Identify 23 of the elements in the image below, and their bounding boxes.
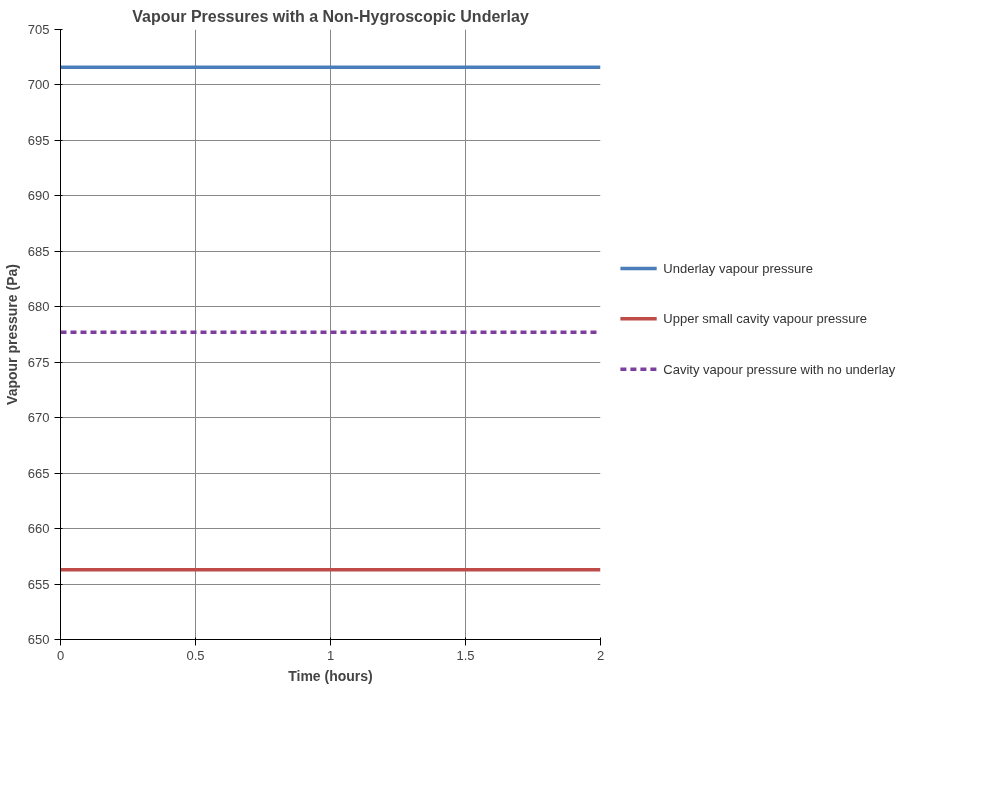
y-tick-label: 650 bbox=[27, 632, 50, 647]
legend-label: Underlay vapour pressure bbox=[663, 261, 813, 277]
legend-label: Upper small cavity vapour pressure bbox=[663, 311, 868, 327]
x-tick-label: 2 bbox=[596, 647, 605, 663]
y-tick-label: 690 bbox=[27, 188, 50, 204]
y-tick-label: 695 bbox=[27, 132, 50, 148]
y-tick-label: 680 bbox=[27, 299, 50, 315]
x-tick-label: 1 bbox=[326, 647, 335, 663]
y-tick-label: 670 bbox=[27, 410, 50, 426]
y-axis-title: Vapour pressure (Pa) bbox=[3, 264, 20, 405]
y-tick-label: 705 bbox=[27, 22, 50, 37]
y-tick-label: 700 bbox=[27, 77, 50, 93]
y-tick-label: 675 bbox=[27, 354, 50, 370]
chart-title: Vapour Pressures with a Non-Hygroscopic Underlay bbox=[132, 7, 529, 25]
y-tick-label: 655 bbox=[27, 576, 50, 592]
x-axis-title: Time (hours) bbox=[288, 667, 373, 684]
y-tick-label: 660 bbox=[27, 521, 50, 537]
x-tick-label: 1.5 bbox=[456, 647, 475, 663]
legend-label: Cavity vapour pressure with no underlay bbox=[663, 361, 896, 377]
x-tick-label: 0.5 bbox=[186, 647, 205, 663]
y-tick-label: 665 bbox=[27, 465, 50, 481]
x-tick-label: 0 bbox=[56, 647, 65, 663]
y-tick-label: 685 bbox=[27, 243, 50, 259]
